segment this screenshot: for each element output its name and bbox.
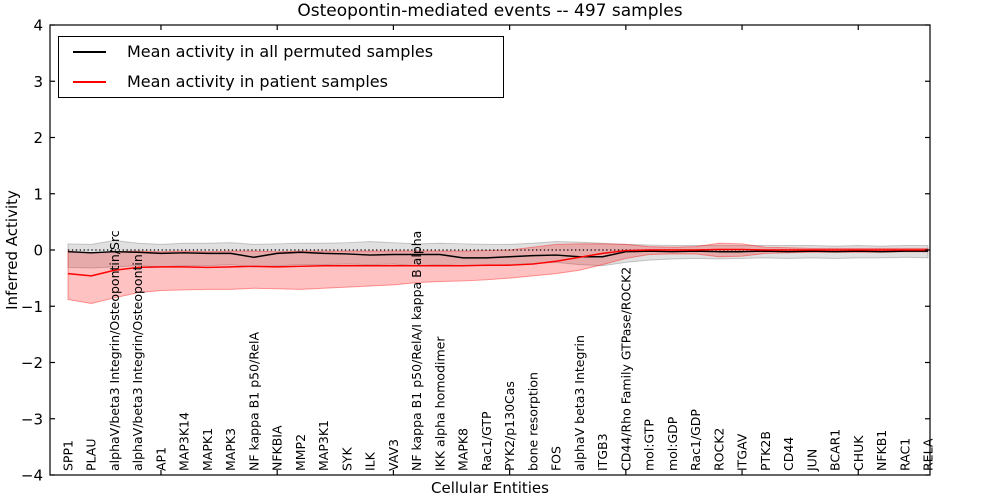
- x-category-label: SPP1: [61, 440, 76, 471]
- x-category-label: MAPK8: [456, 428, 471, 471]
- y-tick-label: 1: [33, 185, 43, 203]
- x-category-label: NFKBIA: [270, 425, 285, 471]
- x-category-label: ILK: [363, 451, 378, 471]
- x-category-label: NF kappa B1 p50/RelA: [246, 331, 261, 471]
- legend-line-sample-red: [73, 80, 106, 83]
- x-category-label: alphaV/beta3 Integrin/Osteopontin: [130, 254, 145, 471]
- x-category-label: RELA: [921, 438, 936, 471]
- x-category-label: AP1: [153, 447, 168, 471]
- legend-line-sample-black: [73, 51, 106, 54]
- x-category-label: alphaV/beta3 Integrin/Osteopontin/Src: [107, 230, 122, 471]
- x-category-label: mol:GDP: [665, 416, 680, 471]
- x-category-label: VAV3: [386, 439, 401, 471]
- confidence-band: [67, 239, 929, 269]
- y-tick-label: 3: [33, 73, 43, 91]
- y-tick-label: −1: [21, 298, 43, 316]
- y-tick-label: −4: [21, 467, 43, 485]
- x-category-label: PLAU: [84, 439, 99, 472]
- x-category-label: PYK2/p130Cas: [502, 381, 517, 471]
- x-category-label: FOS: [549, 446, 564, 471]
- x-category-label: MAP3K1: [316, 420, 331, 471]
- x-category-label: ROCK2: [711, 428, 726, 471]
- x-category-label: MAPK3: [223, 428, 238, 471]
- x-category-label: Rac1/GTP: [479, 411, 494, 471]
- x-category-label: mol:GTP: [642, 419, 657, 471]
- x-category-label: MAPK1: [200, 428, 215, 471]
- legend-entry-permuted: Mean activity in all permuted samples: [59, 38, 503, 66]
- legend: Mean activity in all permuted samples Me…: [58, 36, 504, 98]
- x-category-label: CHUK: [851, 435, 866, 471]
- x-axis-label: Cellular Entities: [431, 479, 549, 497]
- x-category-label: RAC1: [897, 438, 912, 471]
- y-tick-label: 0: [33, 242, 43, 260]
- legend-label: Mean activity in patient samples: [127, 71, 388, 91]
- x-category-label: CD44: [781, 437, 796, 471]
- legend-label: Mean activity in all permuted samples: [127, 42, 434, 62]
- x-category-label: MAP3K14: [177, 412, 192, 471]
- x-category-label: ITGB3: [595, 433, 610, 471]
- x-category-label: IKK alpha homodimer: [432, 336, 447, 471]
- x-category-label: BCAR1: [828, 429, 843, 471]
- x-category-label: CD44/Rho Family GTPase/ROCK2: [618, 267, 633, 471]
- x-category-label: NF kappa B1 p50/RelA/I kappa B alpha: [409, 231, 424, 471]
- y-tick-label: −3: [21, 410, 43, 428]
- chart-title: Osteopontin-mediated events -- 497 sampl…: [297, 1, 683, 21]
- x-category-label: JUN: [804, 449, 819, 472]
- x-category-label: SYK: [339, 446, 354, 471]
- x-category-label: MMP2: [293, 434, 308, 471]
- y-tick-label: 4: [33, 17, 43, 35]
- y-tick-label: 2: [33, 129, 43, 147]
- x-category-label: bone resorption: [525, 372, 540, 471]
- mean-line: [67, 250, 928, 259]
- mean-line: [67, 248, 928, 277]
- x-category-label: Rac1/GDP: [688, 409, 703, 471]
- confidence-band: [67, 242, 929, 304]
- y-tick-label: −2: [21, 354, 43, 372]
- x-category-label: PTK2B: [758, 431, 773, 471]
- x-category-label: ITGAV: [735, 433, 750, 471]
- legend-entry-patient: Mean activity in patient samples: [59, 68, 503, 96]
- x-category-label: NFKB1: [874, 430, 889, 471]
- x-category-label: alphaV beta3 Integrin: [572, 335, 587, 471]
- y-axis-label: Inferred Activity: [3, 190, 21, 310]
